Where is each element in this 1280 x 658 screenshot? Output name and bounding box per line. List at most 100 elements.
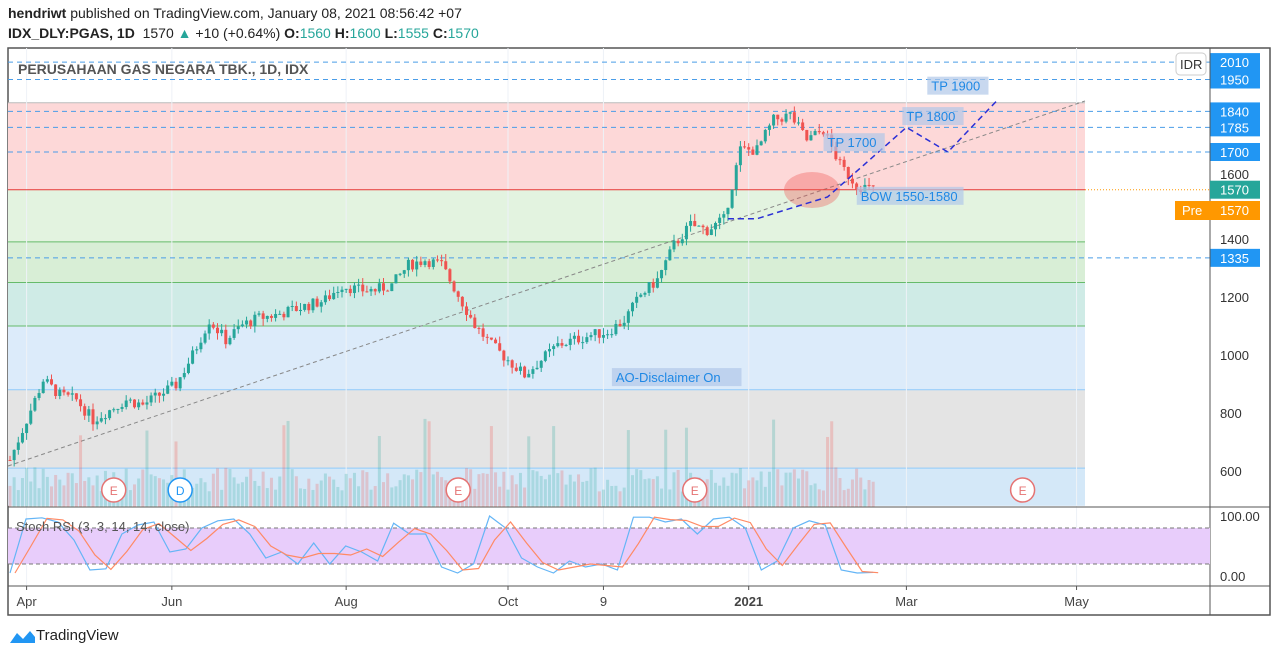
volume-bar <box>240 482 244 507</box>
volume-bar <box>751 477 755 507</box>
annotation-bg <box>611 368 742 387</box>
annotation-label: TP 1700 <box>828 135 877 150</box>
volume-bar <box>489 426 493 507</box>
level-label: 1700 <box>1220 145 1249 160</box>
y-tick-label: 1400 <box>1220 232 1249 247</box>
candle-body <box>207 324 211 334</box>
volume-bar <box>481 473 485 507</box>
volume-bar <box>498 486 502 507</box>
candle-body <box>693 221 697 227</box>
candle-body <box>564 344 568 346</box>
price-change: +10 (+0.64%) <box>195 25 281 41</box>
open-value: 1560 <box>299 25 331 41</box>
candle-body <box>216 327 219 334</box>
candle-body <box>415 261 419 270</box>
volume-bar <box>440 477 444 507</box>
volume-bar <box>394 486 398 507</box>
volume-bar <box>763 486 767 507</box>
volume-bar <box>780 485 784 507</box>
candle-body <box>253 314 257 327</box>
volume-bar <box>29 481 33 507</box>
volume-bar <box>352 472 356 507</box>
candle-body <box>556 343 560 347</box>
candle-body <box>8 459 12 461</box>
level-label-bg <box>1210 248 1260 267</box>
candle-body <box>103 418 107 420</box>
candle-body <box>83 406 87 416</box>
volume-bar <box>863 489 867 507</box>
x-tick-label: Oct <box>498 594 519 609</box>
candle-body <box>145 402 149 405</box>
low-value: 1555 <box>397 25 429 41</box>
candle-body <box>50 379 53 385</box>
candle-body <box>722 214 726 218</box>
candle-body <box>668 249 672 261</box>
annotation-label: TP 1800 <box>906 109 955 124</box>
volume-bar <box>838 478 842 507</box>
annotation-label: AO-Disclaimer On <box>616 370 721 385</box>
volume-bar <box>286 420 290 507</box>
publish-text: published on TradingView.com, January 08… <box>70 5 462 21</box>
candle-body <box>738 146 742 166</box>
candle-body <box>772 114 776 126</box>
volume-bar <box>336 486 340 507</box>
candle-body <box>29 410 33 424</box>
volume-bar <box>20 477 24 507</box>
volume-bar <box>66 472 70 507</box>
candle-body <box>133 399 136 408</box>
candle-body <box>299 309 302 312</box>
close-label: C: <box>432 25 448 41</box>
volume-bar <box>249 468 253 507</box>
tradingview-logo[interactable]: TradingView <box>8 627 119 644</box>
volume-bar <box>315 483 319 507</box>
volume-bar <box>767 471 771 507</box>
volume-bar <box>83 480 87 507</box>
volume-bar <box>311 489 315 507</box>
candle-body <box>788 112 792 114</box>
volume-bar <box>556 473 560 507</box>
candle-body <box>203 333 207 343</box>
candle-body <box>423 261 427 265</box>
volume-bar <box>99 491 103 507</box>
candle-body <box>784 113 788 122</box>
volume-bar <box>162 479 166 507</box>
candle-body <box>431 259 435 267</box>
candle-body <box>618 323 622 326</box>
candle-body <box>502 350 506 361</box>
volume-bar <box>601 489 605 507</box>
currency-badge <box>1175 52 1207 76</box>
candle-body <box>473 317 477 329</box>
x-tick-label: 9 <box>600 594 607 609</box>
volume-bar <box>45 476 49 507</box>
candle-body <box>622 322 626 326</box>
candle-body <box>323 295 327 303</box>
candle-body <box>348 288 352 294</box>
volume-bar <box>299 488 302 507</box>
volume-bar <box>730 472 734 507</box>
candle-body <box>535 367 539 370</box>
event-label: D <box>176 484 185 498</box>
volume-bar <box>282 425 286 507</box>
volume-bar <box>788 472 792 507</box>
volume-bar <box>834 467 838 507</box>
candle-body <box>481 328 485 337</box>
candle-body <box>45 379 49 382</box>
high-value: 1600 <box>349 25 381 41</box>
candle-body <box>162 393 166 396</box>
volume-bar <box>755 480 759 507</box>
candle-body <box>112 409 116 411</box>
candle-body <box>315 298 319 307</box>
candle-body <box>357 284 361 286</box>
candle-body <box>319 302 323 307</box>
author[interactable]: hendriwt <box>8 5 67 21</box>
volume-bar <box>74 483 78 507</box>
candle-body <box>257 313 261 315</box>
volume-bar <box>261 471 265 507</box>
volume-bar <box>50 486 53 507</box>
candle-body <box>672 240 676 250</box>
candle-body <box>867 184 871 186</box>
symbol-info: IDX_DLY:PGAS, 1D 1570 ▲ +10 (+0.64%) O:1… <box>8 25 479 41</box>
volume-bar <box>128 490 132 507</box>
volume-bar <box>759 471 763 507</box>
